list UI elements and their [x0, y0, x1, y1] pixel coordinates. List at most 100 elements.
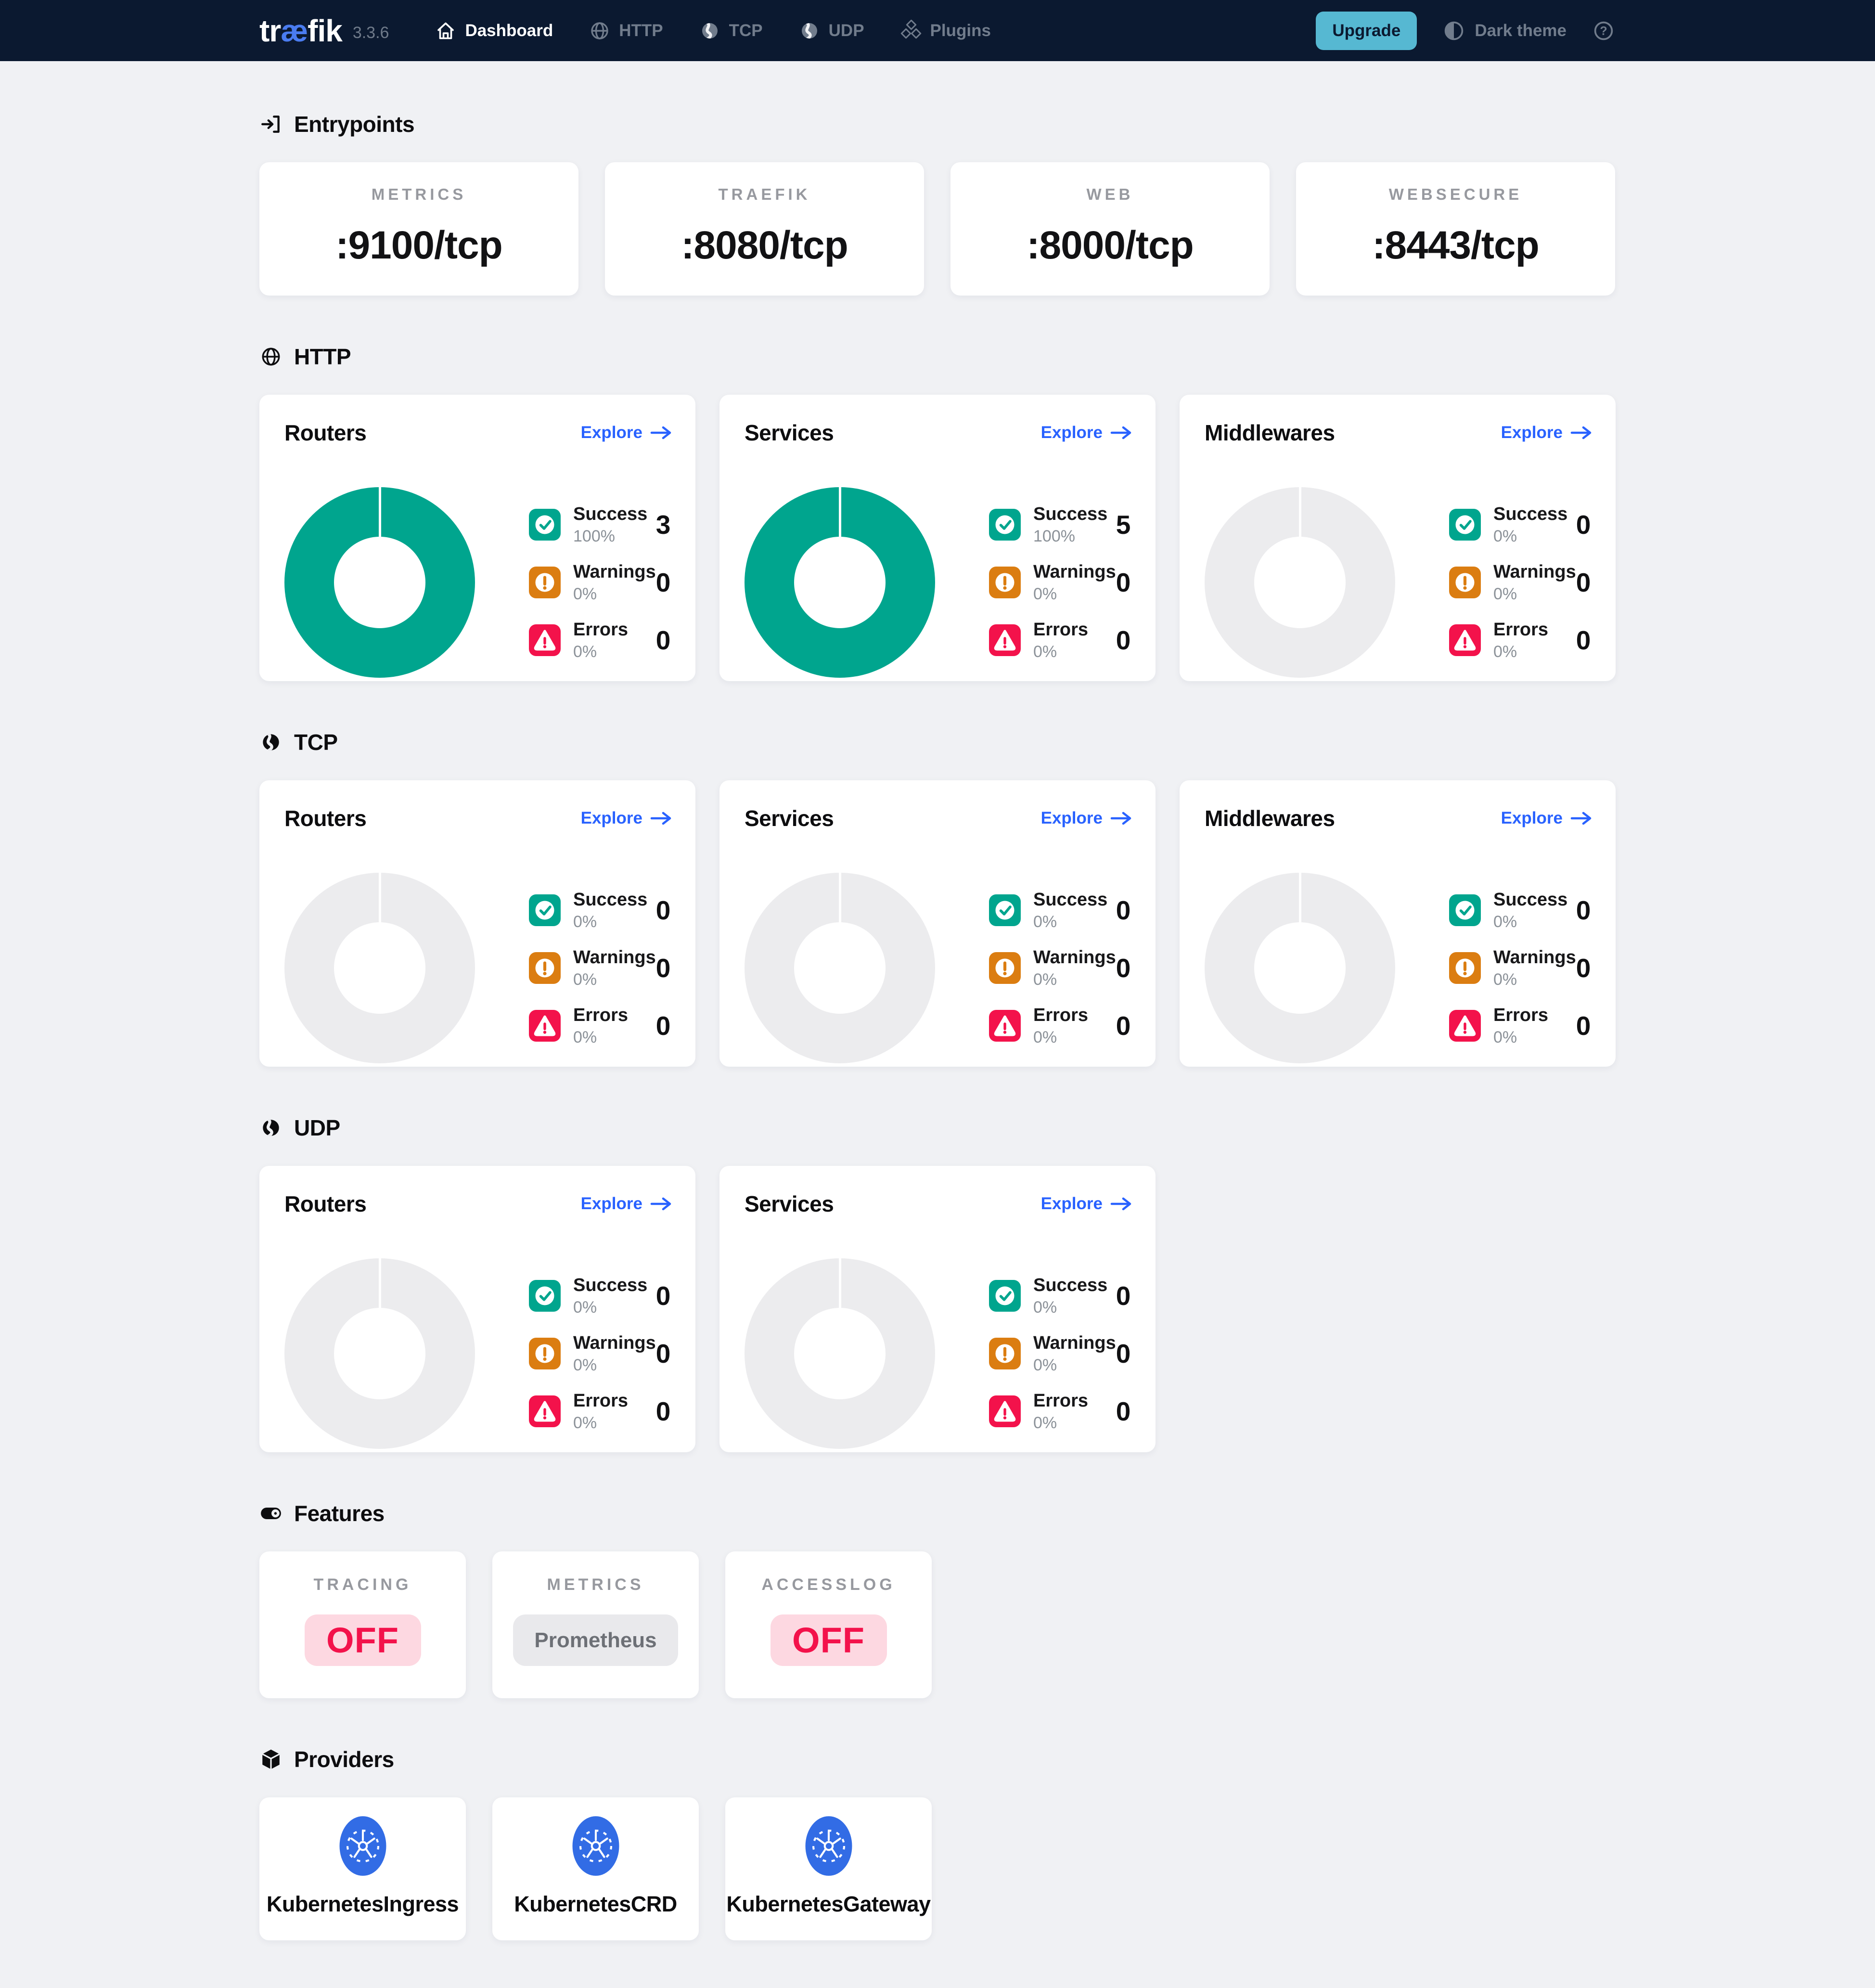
donut-chart — [745, 873, 935, 1063]
warning-exclamation-icon — [1449, 952, 1481, 984]
explore-link[interactable]: Explore — [1501, 423, 1592, 442]
stat-label: Success — [1493, 889, 1568, 910]
main-content: Entrypoints METRICS :9100/tcp TRAEFIK :8… — [259, 61, 1616, 1969]
udp-services-panel: Services Explore Success 0% 0 — [719, 1166, 1156, 1452]
section-features: Features TRACING OFF METRICS Prometheus … — [259, 1500, 1616, 1698]
stat-success: Success 0% 0 — [529, 1275, 674, 1317]
stat-percent: 0% — [573, 912, 597, 931]
stat-label: Errors — [1033, 619, 1089, 640]
stat-warnings: Warnings 0% 0 — [529, 1333, 674, 1375]
stat-value: 0 — [1116, 895, 1131, 925]
error-triangle-icon — [1449, 1010, 1481, 1042]
feature-card-tracing: TRACING OFF — [259, 1551, 466, 1698]
udp-heading: UDP — [259, 1115, 1616, 1141]
arrow-right-icon — [1110, 811, 1132, 826]
question-icon — [1592, 19, 1616, 43]
donut-hole — [794, 537, 886, 628]
contrast-icon — [1442, 19, 1466, 43]
stat-value: 0 — [1116, 1011, 1131, 1041]
explore-link[interactable]: Explore — [581, 423, 672, 442]
explore-link[interactable]: Explore — [1041, 1194, 1132, 1213]
stat-value: 0 — [1576, 1011, 1591, 1041]
explore-label: Explore — [580, 809, 642, 827]
stat-errors: Errors 0% 0 — [529, 1391, 674, 1433]
stat-warnings: Warnings 0% 0 — [1449, 947, 1594, 989]
stat-errors: Errors 0% 0 — [989, 1391, 1134, 1433]
stat-label: Errors — [1033, 1390, 1089, 1411]
stat-warnings: Warnings 0% 0 — [529, 947, 674, 989]
warning-exclamation-icon — [989, 1338, 1021, 1369]
donut-chart — [284, 487, 475, 678]
stat-value: 0 — [1116, 1339, 1131, 1368]
section-title: UDP — [294, 1115, 340, 1140]
stat-value: 0 — [1576, 510, 1591, 540]
stat-success: Success 0% 0 — [1449, 890, 1594, 931]
stat-success: Success 0% 0 — [1449, 504, 1594, 546]
feature-label: METRICS — [547, 1575, 644, 1594]
entrypoint-value: :8000/tcp — [1027, 223, 1194, 267]
stat-label: Errors — [573, 1390, 629, 1411]
donut-chart — [745, 487, 935, 678]
panel-title: Routers — [284, 806, 367, 831]
nav-menu: Dashboard HTTP TCP UDP Plugins — [435, 20, 991, 42]
section-udp: UDP Routers Explore Success 0% — [259, 1115, 1616, 1452]
login-icon — [259, 113, 283, 136]
stat-errors: Errors 0% 0 — [1449, 620, 1594, 661]
stat-percent: 0% — [1493, 527, 1517, 545]
success-check-icon — [529, 509, 561, 541]
warning-exclamation-icon — [529, 567, 561, 598]
donut-hole — [334, 537, 425, 628]
error-triangle-icon — [1449, 624, 1481, 656]
stat-value: 0 — [1576, 568, 1591, 597]
help-button[interactable] — [1592, 19, 1616, 43]
nav-item-tcp[interactable]: TCP — [699, 20, 763, 42]
stat-value: 0 — [1576, 895, 1591, 925]
arrow-right-icon — [650, 811, 672, 826]
tcp-services-panel: Services Explore Success 0% 0 — [719, 780, 1156, 1067]
explore-label: Explore — [1501, 809, 1563, 827]
stat-errors: Errors 0% 0 — [989, 620, 1134, 661]
traefik-logo: træfik — [259, 13, 343, 48]
entrypoint-card-websecure: WEBSECURE :8443/tcp — [1296, 162, 1615, 296]
theme-toggle[interactable]: Dark theme — [1442, 19, 1567, 43]
entrypoint-label: METRICS — [371, 185, 467, 203]
stat-errors: Errors 0% 0 — [989, 1005, 1134, 1047]
donut-separator — [378, 1258, 381, 1308]
success-check-icon — [989, 509, 1021, 541]
stat-errors: Errors 0% 0 — [529, 620, 674, 661]
toggle-icon — [259, 1502, 283, 1525]
stat-warnings: Warnings 0% 0 — [989, 562, 1134, 604]
error-triangle-icon — [989, 624, 1021, 656]
donut-hole — [794, 922, 886, 1014]
stat-percent: 0% — [1493, 1028, 1517, 1046]
explore-link[interactable]: Explore — [1041, 809, 1132, 828]
stat-success: Success 100% 3 — [529, 504, 674, 546]
stat-label: Errors — [1493, 619, 1549, 640]
error-triangle-icon — [529, 624, 561, 656]
nav-item-http[interactable]: HTTP — [589, 20, 663, 42]
explore-link[interactable]: Explore — [581, 1194, 672, 1213]
explore-link[interactable]: Explore — [581, 809, 672, 828]
stat-percent: 0% — [1033, 1413, 1057, 1432]
nav-item-plugins[interactable]: Plugins — [900, 20, 991, 42]
explore-link[interactable]: Explore — [1041, 423, 1132, 442]
nav-item-dashboard[interactable]: Dashboard — [435, 20, 553, 42]
stat-warnings: Warnings 0% 0 — [529, 562, 674, 604]
explore-link[interactable]: Explore — [1501, 809, 1592, 828]
stat-percent: 0% — [1493, 970, 1517, 989]
entrypoint-card-metrics: METRICS :9100/tcp — [259, 162, 578, 296]
donut-separator — [378, 487, 381, 537]
stat-value: 3 — [655, 510, 671, 540]
upgrade-button[interactable]: Upgrade — [1316, 11, 1417, 50]
stat-label: Errors — [1493, 1005, 1549, 1025]
stat-value: 0 — [655, 1396, 671, 1426]
section-http: HTTP Routers Explore Success 100% — [259, 344, 1616, 681]
arrow-right-icon — [650, 1196, 672, 1212]
ball-icon — [259, 731, 283, 754]
success-check-icon — [1449, 894, 1481, 926]
stat-percent: 0% — [1493, 912, 1517, 931]
stats-list: Success 0% 0 Warnings 0% 0 Err — [1449, 890, 1594, 1047]
nav-item-udp[interactable]: UDP — [798, 20, 864, 42]
stat-success: Success 0% 0 — [989, 890, 1134, 931]
tcp-heading: TCP — [259, 729, 1616, 755]
